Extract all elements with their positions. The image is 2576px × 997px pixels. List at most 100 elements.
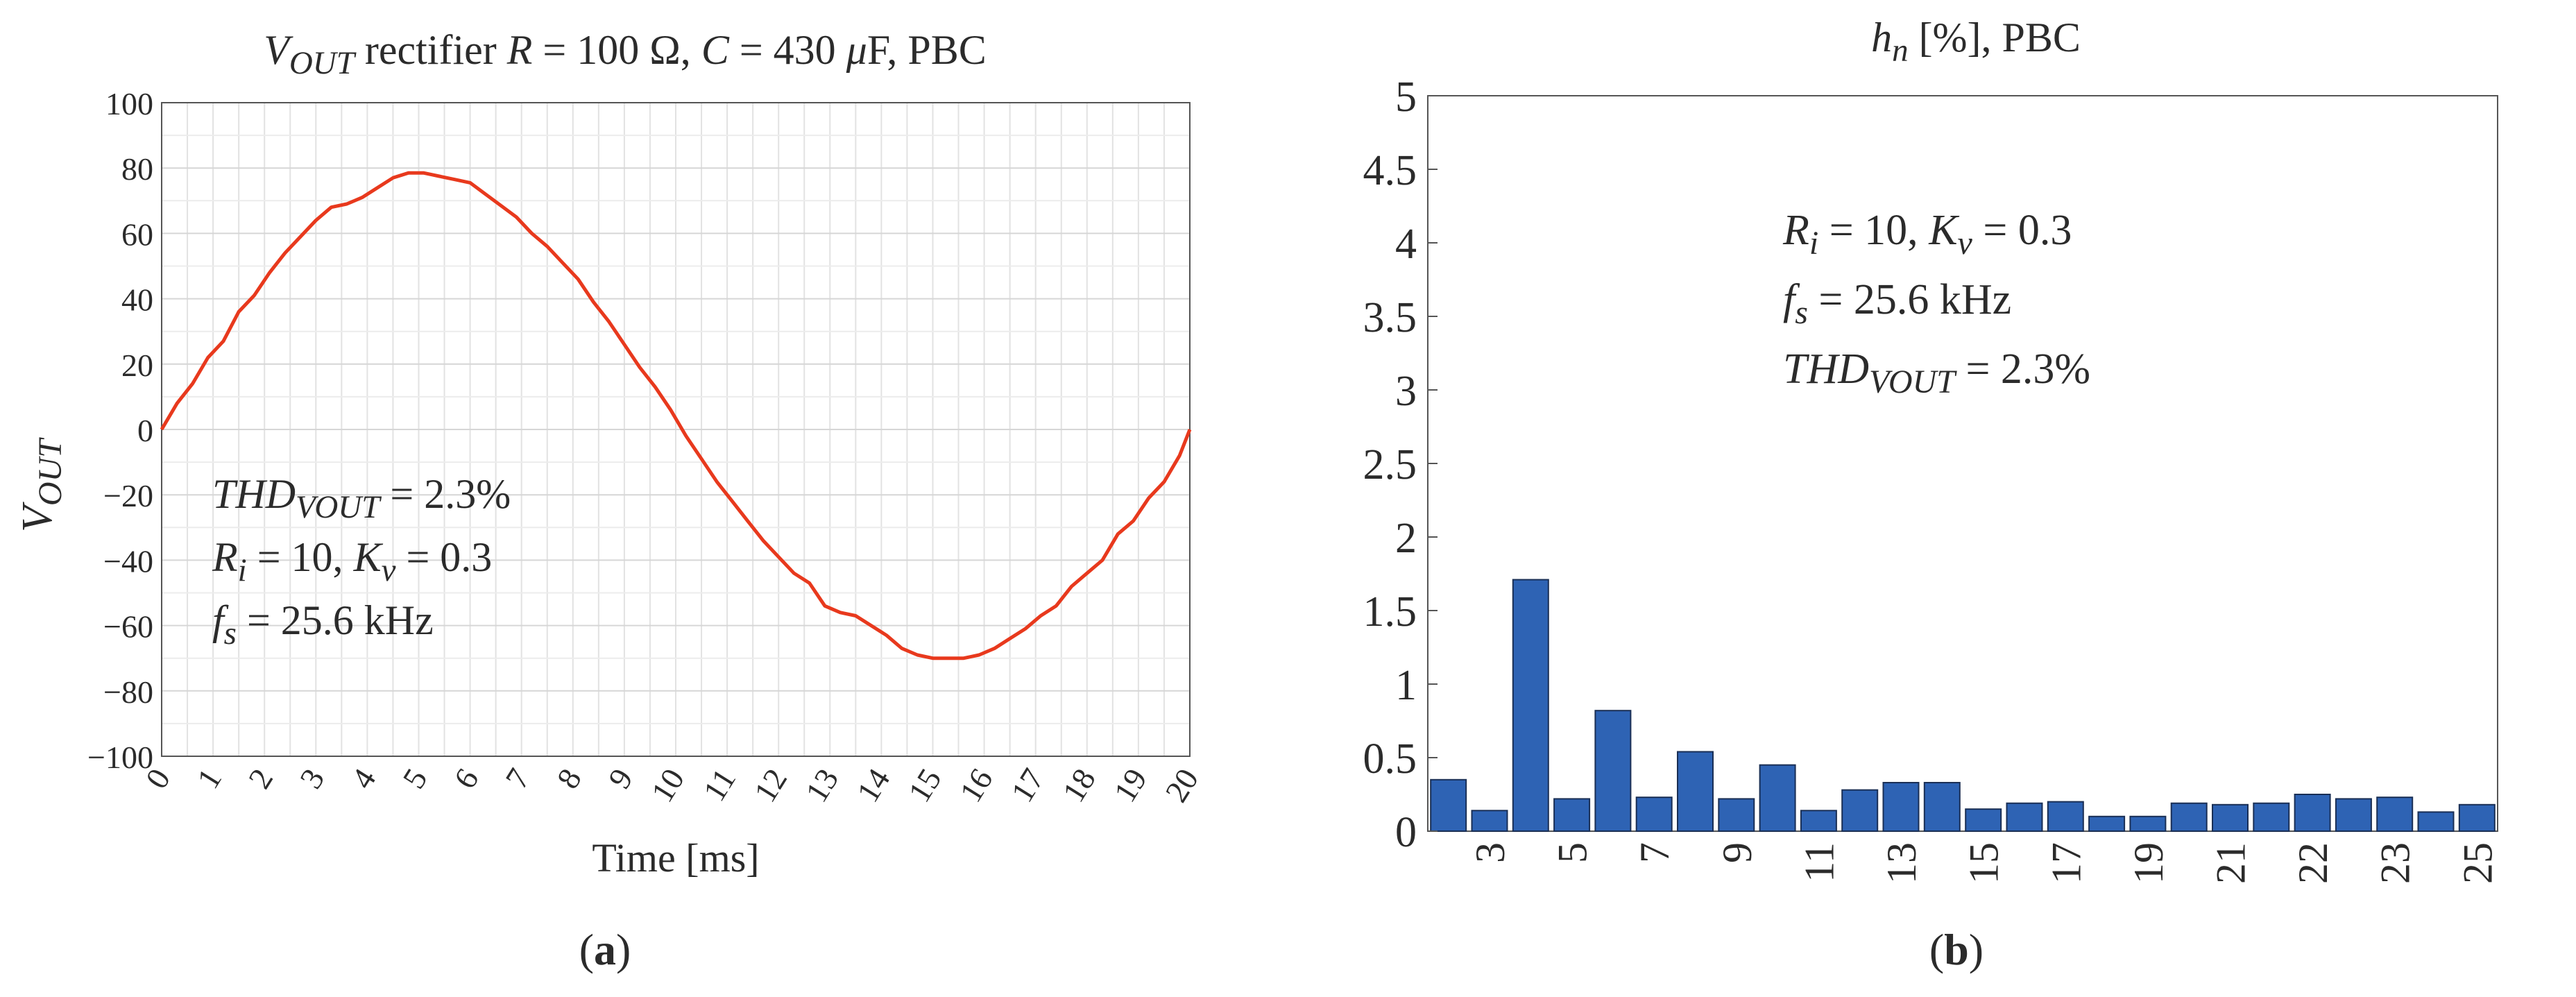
bar [2417,811,2455,833]
bar [1553,798,1591,833]
bar [2253,802,2290,832]
annotation-line: fs = 25.6 kHz [212,597,434,651]
y-tick-label: 100 [105,86,153,121]
bar [1512,579,1549,832]
bar [1965,808,2002,832]
bar [2088,815,2126,833]
x-tick-label: 6 [447,762,485,795]
bar [1800,810,1837,833]
bar [2006,802,2043,832]
y-tick-label: 3 [1395,368,1417,415]
bar [2458,803,2496,833]
panel-label-a: (a) [579,925,631,974]
x-tick-label: 19 [1107,762,1154,808]
y-tick-label: 4.5 [1363,147,1417,194]
bar [2212,803,2249,833]
chart-a-y-ticks: 100 80 60 40 20 0 −20 −40 −60 −80 −100 [87,86,153,775]
x-tick-label: 14 [850,762,897,808]
annotation-line: Ri = 10, Kv = 0.3 [212,534,492,588]
x-tick-label: 22 [2290,842,2336,884]
x-tick-label: 11 [1796,842,1842,883]
x-tick-label: 11 [697,762,743,808]
y-tick-label: 80 [121,151,153,187]
chart-b-bars [1430,579,2496,833]
y-tick-label: 3.5 [1363,294,1417,341]
bar [1430,778,1467,833]
annotation-line: fs = 25.6 kHz [1783,276,2011,331]
bar [2376,796,2414,832]
chart-b-plot-frame [1427,95,2498,832]
y-axis-label-text: VOUT [14,437,69,532]
annotation-line: THDVOUT = 2.3% [1783,346,2090,400]
y-tick-label: −20 [103,478,153,513]
bar [2335,798,2372,833]
bar [1759,764,1796,832]
bar [1594,710,1632,832]
x-tick-label: 17 [2043,842,2089,884]
chart-b-title: hn [%], PBC [1871,15,2081,69]
y-tick-label: 4 [1395,221,1417,268]
chart-a-grid [161,102,1191,757]
x-tick-label: 0 [139,762,177,795]
chart-b-harmonic-spectrum: hn [%], PBC 5 4.5 4 3.5 3 2.5 2 1.5 1 0.5 0 3 5 7 9 11… [1363,15,2501,974]
x-tick-label: 23 [2373,842,2419,884]
x-tick-label: 13 [799,762,846,808]
y-tick-label: 0.5 [1363,735,1417,783]
x-tick-label: 12 [747,762,794,808]
x-tick-label: 16 [953,762,1000,808]
bar [1923,782,1961,832]
y-tick-label: 20 [121,348,153,383]
bar [1471,810,1508,833]
x-tick-label: 17 [1004,762,1051,808]
x-tick-label: 9 [602,762,640,795]
x-tick-label: 4 [344,762,382,795]
x-tick-label: 3 [293,762,331,795]
bar [2170,802,2208,832]
y-tick-label: 5 [1395,74,1417,121]
x-tick-label: 15 [1961,842,2007,884]
y-tick-label: 40 [121,282,153,318]
y-tick-label: 1 [1395,662,1417,709]
chart-a-x-axis-label: Time [ms] [592,835,759,880]
x-tick-label: 9 [1714,842,1760,863]
y-tick-label: 0 [1395,809,1417,856]
x-tick-label: 21 [2208,842,2254,884]
chart-a-y-axis-label: VOUT [14,437,69,532]
x-tick-label: 1 [190,762,228,795]
x-tick-label: 7 [498,762,536,795]
x-tick-label: 2 [241,762,280,795]
x-tick-label: 3 [1467,842,1513,863]
bar [1635,796,1673,832]
x-tick-label: 10 [645,762,692,808]
y-tick-label: 1.5 [1363,588,1417,636]
x-tick-label: 8 [549,762,588,795]
x-tick-label: 5 [395,762,434,795]
y-tick-label: −80 [103,674,153,710]
annotation-line: Ri = 10, Kv = 0.3 [1782,207,2072,262]
y-tick-label: 60 [121,216,153,252]
chart-b-x-ticks: 3 5 7 9 11 13 15 17 19 21 22 23 25 [1467,842,2500,884]
bar [1718,798,1755,833]
y-tick-label: −60 [103,609,153,645]
x-tick-label: 7 [1632,842,1678,863]
bar [2294,794,2331,832]
annotation-line: THDVOUT = 2.3% [212,471,511,525]
chart-b-annotation: Ri = 10, Kv = 0.3 fs = 25.6 kHz THDVOUT = … [1782,207,2090,400]
y-tick-label: 2.5 [1363,441,1417,488]
chart-b-y-ticks: 5 4.5 4 3.5 3 2.5 2 1.5 1 0.5 0 [1363,74,1438,856]
x-tick-label: 5 [1550,842,1596,863]
x-tick-label: 18 [1055,762,1102,808]
chart-a-x-ticks: 0 1 2 3 4 5 6 7 8 9 10 11 12 13 14 15 16 17 18 19 20 [139,762,1205,808]
y-tick-label: 2 [1395,515,1417,562]
y-tick-label: 0 [137,413,153,448]
bar [1882,782,1920,832]
bar [1841,789,1879,832]
bar [2047,801,2084,832]
x-tick-label: 20 [1159,762,1206,808]
x-tick-label: 25 [2455,842,2500,884]
chart-a-vout-line [160,171,1192,661]
y-tick-label: −40 [103,543,153,579]
panel-label-b: (b) [1929,925,1984,974]
chart-a-voltage-waveform: VOUT rectifier R = 100 Ω, C = 430 μF, PB… [14,27,1205,974]
